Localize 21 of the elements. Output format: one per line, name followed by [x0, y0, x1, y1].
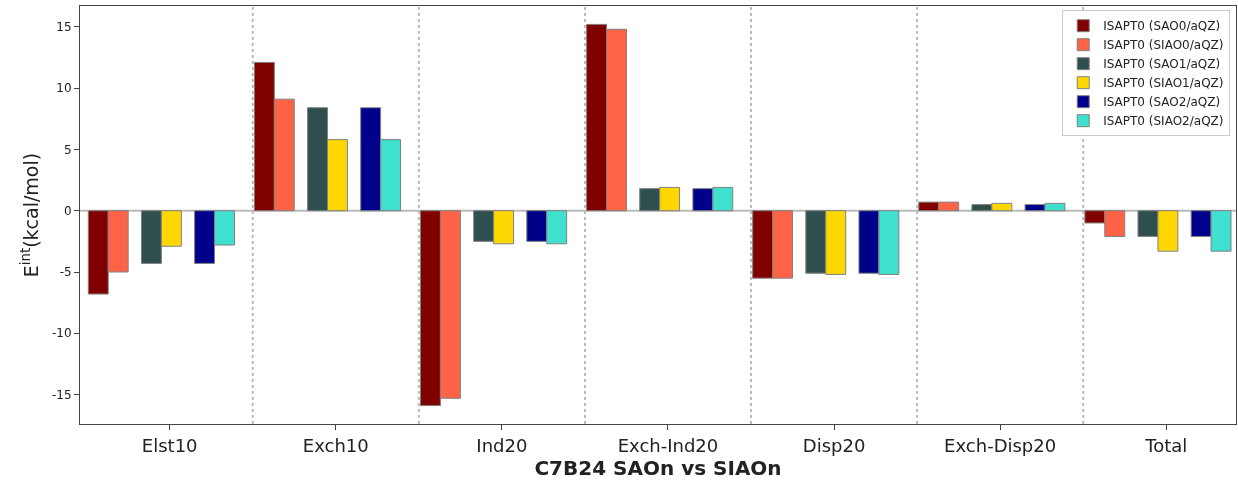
- legend-label: ISAPT0 (SAO1/aQZ): [1103, 57, 1221, 72]
- legend-label: ISAPT0 (SIAO0/aQZ): [1103, 38, 1224, 53]
- legend-label: ISAPT0 (SIAO1/aQZ): [1103, 76, 1224, 91]
- x-tick-label: Disp20: [802, 434, 866, 456]
- x-tick-label: Total: [1144, 434, 1188, 456]
- legend-label: ISAPT0 (SIAO2/aQZ): [1103, 114, 1224, 129]
- x-tick-label: Exch10: [302, 434, 369, 456]
- y-tick-label: -10: [51, 326, 72, 341]
- legend-label: ISAPT0 (SAO0/aQZ): [1103, 19, 1221, 34]
- y-tick-label: 15: [56, 20, 72, 35]
- legend-label: ISAPT0 (SAO2/aQZ): [1103, 95, 1221, 110]
- y-tick-label: 0: [63, 203, 72, 218]
- y-tick-label: 5: [63, 142, 72, 157]
- y-tick-label: 10: [56, 81, 72, 96]
- y-tick-label: -5: [59, 265, 72, 280]
- x-axis-title: C7B24 SAOn vs SIAOn: [534, 455, 782, 480]
- x-tick-label: Exch-Disp20: [944, 434, 1057, 456]
- x-tick-label: Elst10: [141, 434, 198, 456]
- x-tick-label: Ind20: [476, 434, 528, 456]
- x-tick-label: Exch-Ind20: [617, 434, 719, 456]
- y-tick-label: -15: [51, 387, 72, 402]
